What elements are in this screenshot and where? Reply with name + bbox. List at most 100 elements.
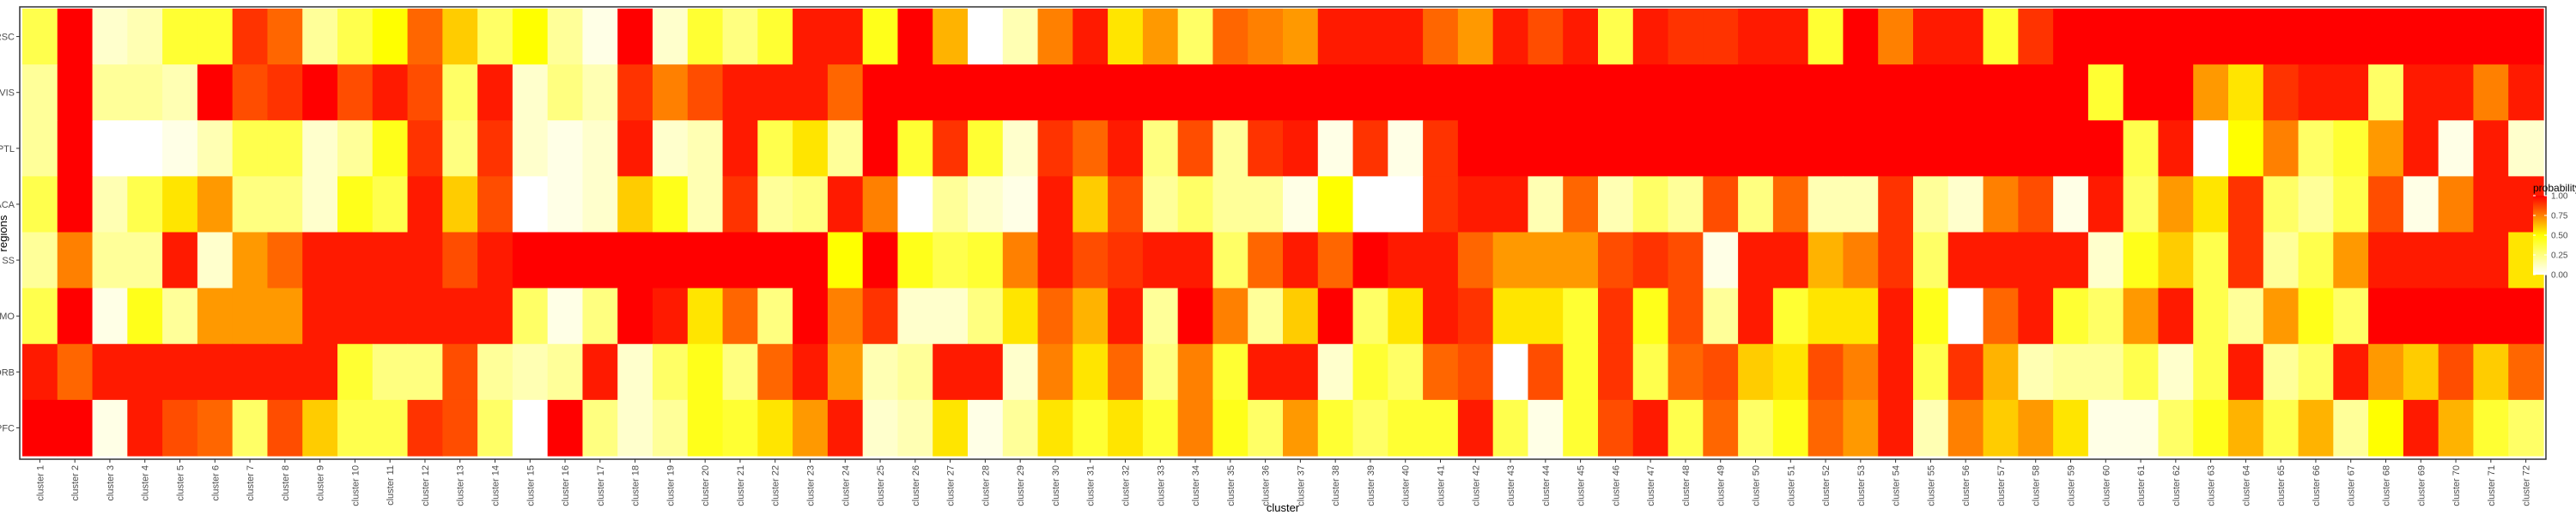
x-tick-label: cluster 12 [421, 465, 431, 506]
heatmap-cell [1492, 120, 1529, 177]
x-tick-label: cluster 46 [1611, 465, 1621, 506]
heatmap-cell [968, 343, 1004, 401]
heatmap-cell [2403, 232, 2439, 289]
heatmap-cell [1772, 232, 1809, 289]
heatmap-cell [1317, 399, 1354, 457]
heatmap-cell [2228, 120, 2264, 177]
heatmap-cell [2053, 176, 2089, 233]
heatmap-cell [1528, 232, 1564, 289]
heatmap-cell [1388, 343, 1424, 401]
heatmap-cell [862, 9, 899, 65]
heatmap-cell [2228, 64, 2264, 121]
heatmap-cell [267, 176, 303, 233]
heatmap-cell [2123, 343, 2160, 401]
heatmap-cell [757, 232, 793, 289]
heatmap-cell [302, 232, 338, 289]
heatmap-cell [2193, 64, 2229, 121]
heatmap-cell [477, 343, 513, 401]
heatmap-cell [687, 176, 724, 233]
heatmap-cell [897, 232, 933, 289]
legend-tick-label: 1.00 [2551, 192, 2568, 202]
heatmap-cell [407, 9, 443, 65]
heatmap-cell [2087, 343, 2124, 401]
heatmap-cell [512, 288, 549, 345]
heatmap-cell [687, 288, 724, 345]
heatmap-cell [477, 232, 513, 289]
x-tick-label: cluster 66 [2312, 465, 2322, 506]
heatmap-cell [1142, 176, 1179, 233]
heatmap-cell [1072, 399, 1109, 457]
heatmap-cell [757, 343, 793, 401]
x-tick-label: cluster 71 [2487, 465, 2497, 506]
heatmap-cell [1878, 9, 1914, 65]
heatmap-cell [2263, 232, 2300, 289]
x-tick-label: cluster 61 [2136, 465, 2147, 506]
heatmap-cell [933, 343, 969, 401]
x-tick-label: cluster 4 [141, 465, 151, 501]
heatmap-cell [2508, 64, 2544, 121]
x-tick-label: cluster 23 [806, 465, 817, 506]
heatmap-cell [1983, 120, 2019, 177]
heatmap-cell [582, 120, 618, 177]
heatmap-cell [1563, 343, 1599, 401]
heatmap-cell [2298, 176, 2334, 233]
heatmap-cell [2473, 176, 2509, 233]
heatmap-cell [793, 120, 829, 177]
heatmap-cell [1807, 232, 1844, 289]
y-tick-label: MO [0, 312, 15, 322]
x-tick-label: cluster 37 [1296, 465, 1306, 506]
heatmap-cell [1423, 120, 1459, 177]
heatmap-cell [372, 176, 409, 233]
heatmap-cell [337, 343, 374, 401]
heatmap-cell [1072, 64, 1109, 121]
heatmap-cell [267, 343, 303, 401]
heatmap-cell [2087, 232, 2124, 289]
heatmap-cell [2263, 343, 2300, 401]
heatmap-cell [302, 288, 338, 345]
x-tick-label: cluster 41 [1437, 465, 1447, 506]
heatmap-cell [1563, 9, 1599, 65]
heatmap-cell [547, 288, 584, 345]
heatmap-cell [2087, 399, 2124, 457]
heatmap-cell [1632, 120, 1669, 177]
heatmap-cell [232, 120, 269, 177]
heatmap-cell [2333, 232, 2369, 289]
heatmap-cell [793, 232, 829, 289]
heatmap-cell [162, 176, 198, 233]
heatmap-cell [1317, 120, 1354, 177]
heatmap-cell [22, 288, 58, 345]
heatmap-cell [1072, 288, 1109, 345]
heatmap-cell [1598, 120, 1634, 177]
x-tick-label: cluster 7 [246, 465, 256, 501]
x-tick-label: cluster 1 [35, 465, 46, 501]
heatmap-cell [2333, 9, 2369, 65]
heatmap-cell [582, 288, 618, 345]
x-tick-label: cluster 40 [1401, 465, 1412, 506]
heatmap-cell [1668, 176, 1704, 233]
x-tick-label: cluster 21 [736, 465, 746, 506]
heatmap-cell [687, 399, 724, 457]
heatmap-cell [2228, 399, 2264, 457]
x-tick-label: cluster 6 [210, 465, 221, 501]
heatmap-cell [687, 9, 724, 65]
heatmap-cell [1983, 232, 2019, 289]
heatmap-cell [547, 120, 584, 177]
x-tick-label: cluster 15 [526, 465, 536, 506]
heatmap-cell [1598, 399, 1634, 457]
heatmap-cell [2298, 9, 2334, 65]
heatmap-cell [1212, 120, 1249, 177]
x-tick-label: cluster 65 [2276, 465, 2287, 506]
heatmap-cell [2228, 343, 2264, 401]
x-tick-label: cluster 70 [2451, 465, 2462, 506]
heatmap-cell [1317, 288, 1354, 345]
heatmap-cell [2473, 9, 2509, 65]
heatmap-cell [968, 64, 1004, 121]
x-tick-label: cluster 42 [1471, 465, 1481, 506]
heatmap-cell [1668, 232, 1704, 289]
heatmap-cell [1142, 343, 1179, 401]
heatmap-cell [1843, 120, 1879, 177]
heatmap-cell [827, 9, 864, 65]
heatmap-cell [2123, 399, 2160, 457]
heatmap-cell [57, 9, 94, 65]
x-tick-label: cluster 31 [1086, 465, 1097, 506]
